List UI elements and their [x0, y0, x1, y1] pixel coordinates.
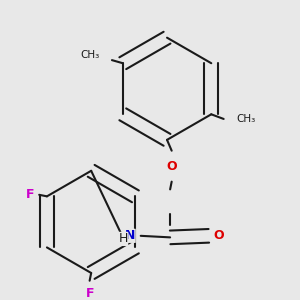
Text: O: O [213, 229, 224, 242]
Text: F: F [26, 188, 34, 201]
Text: H: H [118, 232, 128, 245]
Text: CH₃: CH₃ [80, 50, 100, 61]
Text: F: F [85, 286, 94, 300]
Text: N: N [125, 229, 135, 242]
Text: CH₃: CH₃ [236, 114, 255, 124]
Text: O: O [167, 160, 177, 173]
